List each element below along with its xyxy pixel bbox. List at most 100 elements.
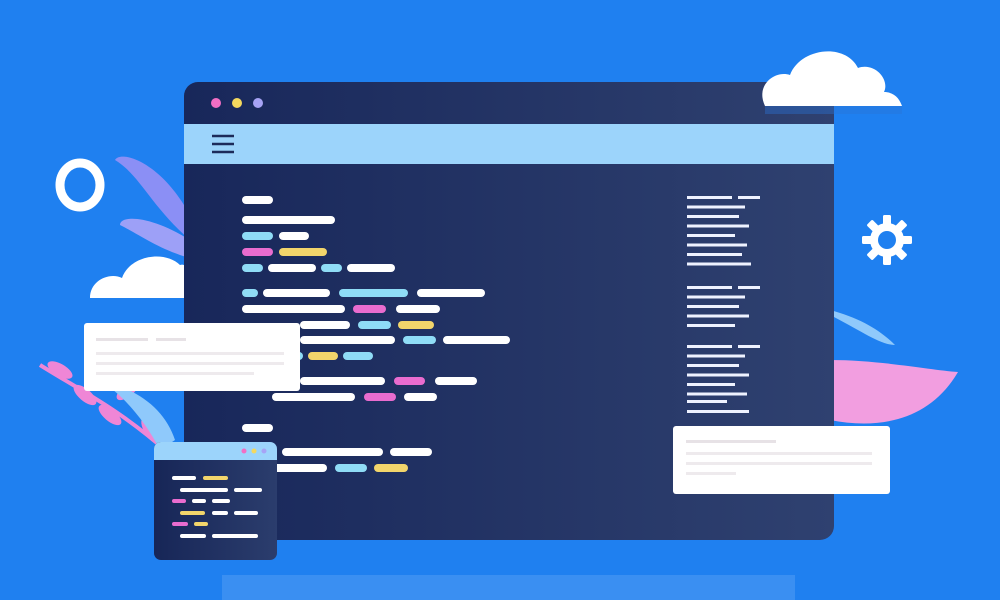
code-token [180, 488, 228, 492]
code-token [242, 248, 273, 256]
outline-line [687, 234, 735, 237]
code-token [272, 393, 355, 401]
code-token [300, 336, 395, 344]
card-line [96, 362, 284, 365]
leaf [100, 380, 175, 450]
code-token [279, 248, 327, 256]
outline-line [687, 295, 745, 299]
leaf [115, 156, 190, 240]
leaf [830, 360, 958, 424]
code-token [242, 305, 345, 313]
code-token [172, 476, 196, 480]
code-token [242, 424, 273, 432]
outline-line [687, 392, 747, 396]
code-token [417, 289, 485, 297]
gear-icon [862, 215, 912, 265]
code-token [396, 305, 440, 313]
outline-line [687, 305, 739, 308]
outline-line [687, 345, 732, 348]
code-token [358, 321, 391, 329]
outline-line [687, 410, 749, 413]
mini-code-lines [172, 476, 262, 538]
code-token [242, 289, 258, 297]
hamburger-icon[interactable] [212, 134, 234, 154]
mini-menu-bar [154, 442, 277, 460]
code-token [262, 464, 327, 472]
window-dot [241, 448, 247, 454]
gear-tooth [895, 248, 907, 260]
card [84, 323, 300, 391]
gear-hole [878, 231, 896, 249]
card-line [96, 352, 284, 355]
code-token [364, 393, 396, 401]
code-token [300, 377, 385, 385]
outline-line [687, 215, 739, 218]
window-dot [261, 448, 267, 454]
card-line [686, 472, 736, 475]
code-token [192, 499, 206, 503]
base-shadow [222, 575, 795, 600]
outline-line [687, 400, 727, 403]
code-token [282, 448, 383, 456]
card-line [96, 372, 254, 375]
card-line [686, 452, 872, 455]
outline-line [687, 373, 749, 377]
outline-line [687, 314, 749, 318]
outline-line [687, 205, 745, 209]
outline-line [687, 253, 742, 256]
code-token [308, 352, 338, 360]
code-token [390, 448, 432, 456]
card-line [686, 462, 872, 465]
window-dot [253, 98, 263, 108]
code-token [242, 264, 263, 272]
outline-line [687, 364, 739, 367]
card-line [156, 338, 186, 341]
outline-line [687, 196, 732, 199]
leaf [120, 218, 190, 258]
code-token [347, 264, 395, 272]
code-token [212, 499, 230, 503]
code-token [234, 488, 262, 492]
code-token [343, 352, 373, 360]
code-token [403, 336, 436, 344]
code-token [398, 321, 434, 329]
fern-leaf [73, 384, 97, 406]
code-token [335, 464, 367, 472]
code-token [242, 196, 273, 204]
code-token [180, 534, 206, 538]
code-token [321, 264, 342, 272]
code-token [353, 305, 386, 313]
outline-line [738, 286, 760, 289]
ring [55, 158, 105, 212]
cloud [90, 256, 192, 298]
code-token [404, 393, 437, 401]
menu-bar [184, 124, 834, 164]
code-lines [242, 196, 510, 472]
outline-line [687, 286, 732, 289]
outline-line [738, 345, 760, 348]
cloud [762, 51, 902, 106]
code-token [203, 476, 228, 480]
code-token [212, 534, 258, 538]
code-token [242, 232, 273, 240]
gear-tooth [862, 236, 872, 244]
card-line [686, 440, 776, 443]
fern-leaf [98, 404, 122, 426]
outline-line [687, 243, 747, 247]
code-token [443, 336, 510, 344]
code-token [394, 377, 425, 385]
gear-tooth [895, 220, 907, 232]
outline-line [687, 324, 735, 327]
window-dot [251, 448, 257, 454]
code-token [339, 289, 408, 297]
window-dot [232, 98, 242, 108]
gear-tooth [883, 255, 891, 265]
code-token [212, 511, 228, 515]
code-token [279, 232, 309, 240]
code-token [234, 511, 258, 515]
gear-tooth [902, 236, 912, 244]
code-token [194, 522, 208, 526]
